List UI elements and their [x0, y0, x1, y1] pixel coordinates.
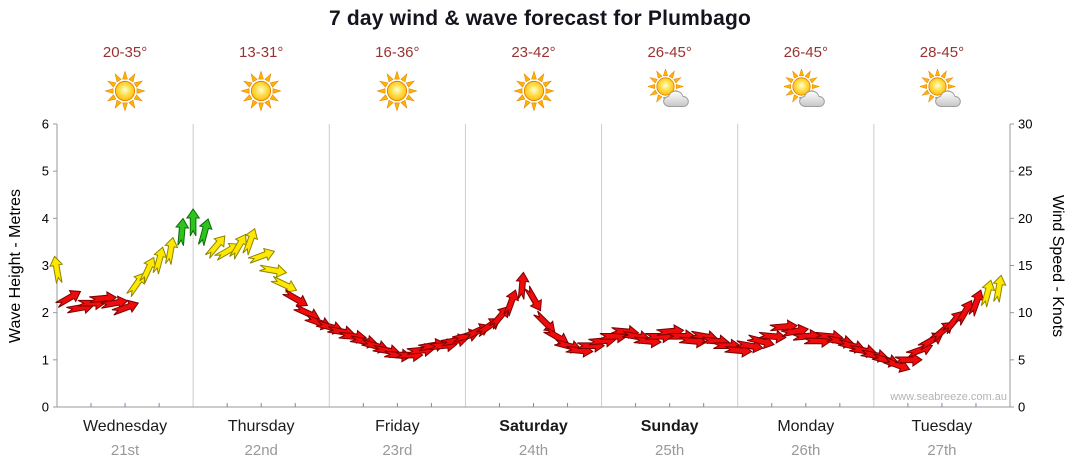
right-axis-tick-label: 0 — [1018, 400, 1025, 415]
wind-arrow — [758, 329, 787, 344]
day-date: 21st — [110, 442, 140, 459]
day-header-row: 20-35° 13-31° 16-36° 23-42° 26-45° 26-45° 28-4… — [0, 44, 1080, 129]
wind-arrow — [126, 272, 145, 297]
left-axis-tick-label: 5 — [42, 164, 49, 179]
left-axis-tick-label: 3 — [42, 258, 49, 273]
day-date: 24th — [518, 442, 549, 459]
wind-arrow — [164, 236, 179, 265]
wind-arrow — [55, 290, 82, 308]
temperature-range: 28-45° — [919, 44, 965, 61]
day-header-monday: 26-45° — [738, 44, 874, 113]
wind-arrow — [197, 218, 213, 246]
wind-arrow — [503, 289, 520, 317]
day-name: Tuesday — [911, 418, 973, 435]
watermark: www.seabreeze.com.au — [890, 391, 1007, 403]
temperature-range: 23-42° — [511, 44, 556, 61]
day-name: Monday — [777, 418, 835, 435]
day-name: Saturday — [499, 418, 568, 435]
day-label-sunday: Sunday 25th — [602, 418, 738, 459]
wind-arrow — [992, 274, 1007, 303]
day-header-saturday: 23-42° — [466, 44, 602, 113]
wind-arrow — [111, 299, 140, 316]
left-axis-label: Wave Height - Metres — [7, 188, 24, 344]
left-axis-tick-label: 6 — [42, 117, 49, 132]
day-header-wednesday: 20-35° — [57, 44, 193, 113]
wind-arrow — [515, 271, 530, 300]
right-axis-label: Wind Speed - Knots — [1049, 194, 1066, 338]
day-name: Sunday — [640, 418, 699, 435]
wind-arrow — [980, 279, 996, 308]
wind-arrow — [259, 263, 288, 279]
wind-arrow — [242, 227, 259, 256]
page-title: 7 day wind & wave forecast for Plumbago — [328, 7, 752, 30]
day-date: 22nd — [244, 442, 278, 459]
wind-arrow — [204, 235, 226, 259]
right-axis-tick-label: 30 — [1018, 117, 1032, 132]
temperature-range: 16-36° — [375, 44, 420, 61]
day-date: 26th — [791, 442, 821, 459]
day-label-friday: Friday 23rd — [329, 418, 465, 459]
temperature-range: 20-35° — [102, 44, 148, 61]
day-header-sunday: 26-45° — [602, 44, 738, 113]
day-header-tuesday: 28-45° — [874, 44, 1010, 113]
day-label-wednesday: Wednesday 21st — [57, 418, 193, 459]
day-name: Wednesday — [82, 418, 168, 435]
wind-arrow — [152, 246, 168, 275]
wind-arrow — [49, 255, 64, 284]
temperature-range: 26-45° — [783, 44, 828, 61]
day-label-monday: Monday 26th — [738, 418, 874, 459]
day-date: 23rd — [382, 442, 413, 459]
day-name: Thursday — [227, 418, 295, 435]
left-axis-tick-label: 1 — [42, 352, 49, 367]
wind-arrow — [533, 310, 556, 333]
day-date: 25th — [655, 442, 685, 459]
day-header-friday: 16-36° — [329, 44, 465, 113]
temperature-range: 13-31° — [239, 44, 284, 61]
left-axis-tick-label: 2 — [42, 305, 49, 320]
right-axis-tick-label: 15 — [1018, 258, 1032, 273]
wind-arrow — [270, 275, 298, 293]
day-label-tuesday: Tuesday 27th — [874, 418, 1010, 459]
day-date: 27th — [927, 442, 957, 459]
right-axis-tick-label: 5 — [1018, 352, 1025, 367]
wind-arrow — [543, 326, 570, 345]
wind-arrow — [524, 285, 542, 312]
temperature-range: 26-45° — [647, 44, 692, 61]
wind-arrow — [175, 217, 190, 246]
day-label-thursday: Thursday 22nd — [193, 418, 329, 459]
wind-arrow — [488, 306, 510, 330]
day-header-thursday: 13-31° — [193, 44, 329, 113]
day-label-saturday: Saturday 24th — [466, 418, 602, 459]
right-axis-tick-label: 20 — [1018, 211, 1032, 226]
left-axis-tick-label: 4 — [42, 211, 49, 226]
day-label-row: Wednesday 21st Thursday 22nd Friday 23rd Satur… — [0, 418, 1080, 474]
right-axis-tick-label: 10 — [1018, 305, 1032, 320]
right-axis-tick-label: 25 — [1018, 164, 1032, 179]
wind-arrow — [247, 247, 276, 264]
left-axis-tick-label: 0 — [42, 400, 49, 415]
day-name: Friday — [375, 418, 420, 435]
wind-arrow — [185, 208, 201, 237]
